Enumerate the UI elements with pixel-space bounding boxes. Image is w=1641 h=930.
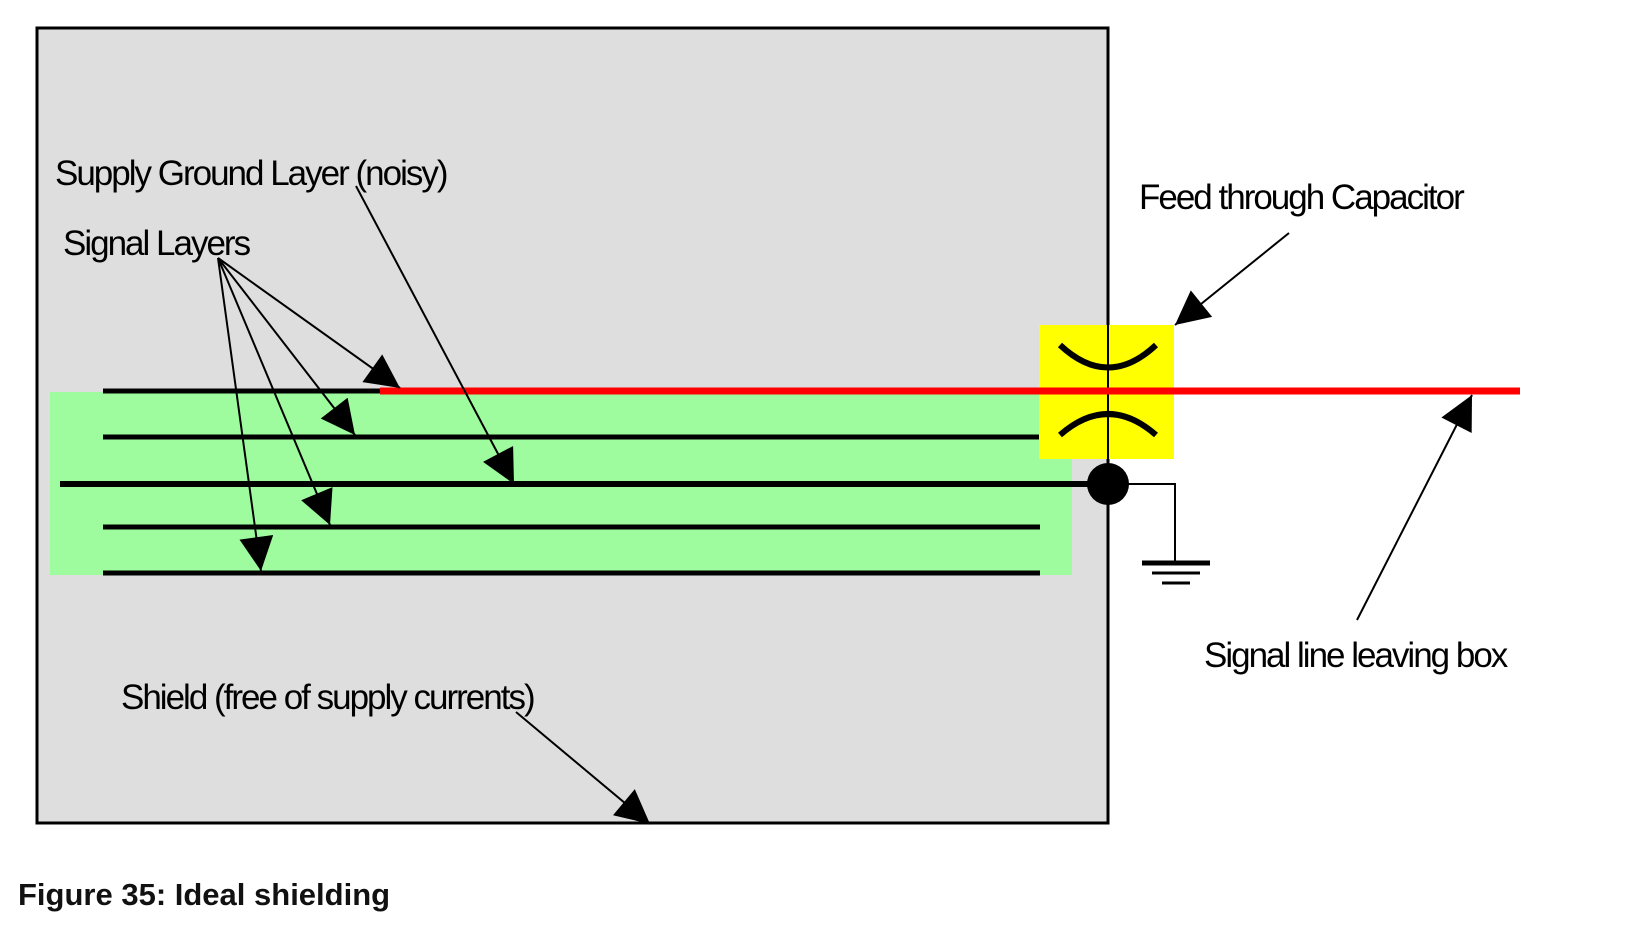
capacitor-plate-lower (1058, 411, 1158, 438)
arrow-feed-through-capacitor (1174, 232, 1290, 326)
ground-wire (1108, 483, 1176, 562)
label-feed-through-capacitor: Feed through Capacitor (1139, 178, 1465, 217)
arrow-signal-line (1356, 394, 1473, 621)
arrow-signal-layer-3 (217, 257, 333, 526)
arrow-supply-ground (355, 185, 515, 485)
ground-icon (1142, 560, 1210, 585)
arrow-signal-layer-1 (217, 257, 401, 389)
capacitor-plate-upper (1057, 342, 1159, 371)
label-signal-line-leaving-box: Signal line leaving box (1204, 636, 1509, 675)
label-supply-ground-layer: Supply Ground Layer (noisy) (55, 154, 447, 193)
arrow-signal-layer-4 (217, 257, 274, 572)
arrow-shield (515, 711, 651, 825)
figure-caption: Figure 35: Ideal shielding (18, 877, 391, 912)
label-signal-layers: Signal Layers (63, 224, 251, 263)
arrow-signal-layer-2 (217, 257, 356, 436)
label-shield: Shield (free of supply currents) (121, 678, 534, 717)
